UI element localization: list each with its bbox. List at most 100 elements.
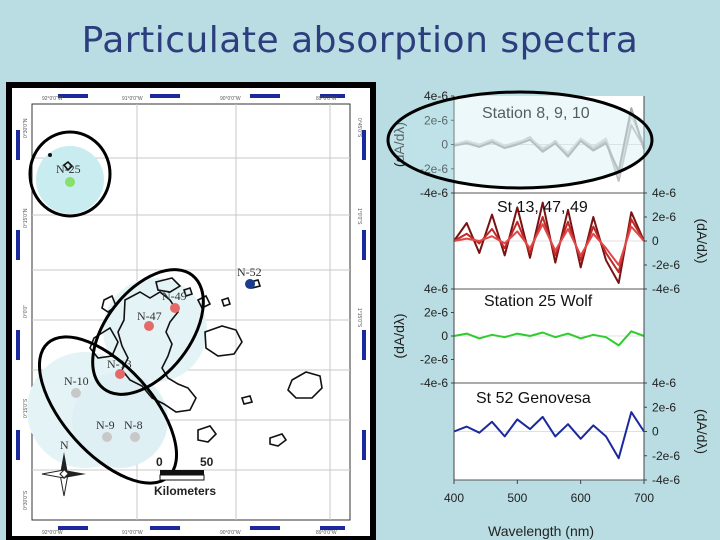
station-dot-n10 xyxy=(71,388,81,398)
map-border-bars xyxy=(16,94,366,530)
lat-label: 1°15'0"S xyxy=(356,308,362,328)
x-ticks: 400 500 600 700 xyxy=(444,480,654,505)
y-tick-label: -4e-6 xyxy=(652,282,680,296)
spectrum-line xyxy=(453,201,645,284)
floreana-island xyxy=(197,425,218,443)
station-dot-n52 xyxy=(245,279,255,289)
spectrum-line xyxy=(453,411,645,460)
lat-label: 0°30'0"S xyxy=(23,490,29,510)
ellipse-central xyxy=(91,268,205,396)
lon-label-top: 91°0'0"W xyxy=(122,96,143,102)
station-dot-n8 xyxy=(130,432,140,442)
station-label: N-8 xyxy=(124,418,143,432)
panel-title: St 13, 47, 49 xyxy=(497,199,588,216)
ellipse-wolf xyxy=(28,130,112,218)
y-tick-label: -2e-6 xyxy=(420,162,448,176)
slide-title: Particulate absorption spectra xyxy=(81,20,639,61)
station-label: N-25 xyxy=(56,162,81,176)
y-tick-label: 4e-6 xyxy=(652,186,676,200)
station-label: N-13 xyxy=(107,357,132,371)
station-dots xyxy=(65,177,255,442)
lat-label: 1°0'0"S xyxy=(356,208,362,225)
y-tick-label: 0 xyxy=(441,138,448,152)
scale-fifty: 50 xyxy=(200,455,214,469)
wolf-island xyxy=(62,160,74,172)
north-arrow-icon: N xyxy=(41,438,86,497)
spectrum-line xyxy=(453,107,645,173)
y-tick-label: 0 xyxy=(652,234,659,248)
lat-label: 0°45'0"S xyxy=(356,118,362,138)
spectra-panel: 4e-62e-60-2e-6-4e-6(dA/dλ)Station 8, 9, … xyxy=(391,89,645,200)
panel-title: St 52 Genovesa xyxy=(476,390,591,407)
y-tick-label: -2e-6 xyxy=(652,449,680,463)
spectra-panel: 4e-6 2e-6 0 -2e-6 -4e-6 (dA/dλ) St 13, 47, 49 xyxy=(453,186,710,296)
lon-label-bottom: 92°0'0"W xyxy=(42,530,63,536)
lon-label-top: 89°0'0"W xyxy=(316,96,337,102)
x-axis-label: Wavelength (nm) xyxy=(488,523,594,539)
darwin-island xyxy=(48,153,52,157)
map: 92°0'0"W 91°0'0"W 90°0'0"W 89°0'0"W 92°0… xyxy=(6,82,376,540)
station-label: N-47 xyxy=(137,309,162,323)
y-tick-label: 4e-6 xyxy=(424,89,448,103)
spectra-panel: 4e-6 2e-6 0 -2e-6 -4e-6 (dA/dλ) St 52 Genovesa xyxy=(453,376,710,487)
espanola-island xyxy=(269,433,288,447)
spectra-panels: 4e-6 2e-6 0 -2e-6 -4e-6 (dA/dλ) Station 8, 9, … xyxy=(391,89,710,487)
x-tick-label: 700 xyxy=(634,491,654,505)
y-tick-label: 2e-6 xyxy=(424,113,448,127)
y-tick-label: 4e-6 xyxy=(424,282,448,296)
ellipse-top-panel xyxy=(386,90,654,190)
north-label: N xyxy=(60,438,69,452)
lat-label: 0°30'0"N xyxy=(23,118,29,138)
y-tick-label: 4e-6 xyxy=(652,376,676,390)
islands xyxy=(62,160,323,447)
spectrum-line xyxy=(453,330,645,347)
x-tick-label: 600 xyxy=(571,491,591,505)
scale-zero: 0 xyxy=(156,455,163,469)
station-label: N-10 xyxy=(64,374,89,388)
station-dot-n47 xyxy=(144,321,154,331)
panel-title: Station 25 Wolf xyxy=(484,293,593,310)
station-label: N-52 xyxy=(237,265,262,279)
panel-title: Station 8, 9, 10 xyxy=(482,105,590,122)
y-tick-label: 0 xyxy=(652,425,659,439)
y-tick-label: 2e-6 xyxy=(652,400,676,414)
lon-label-top: 90°0'0"W xyxy=(220,96,241,102)
y-axis-label: (dA/dλ) xyxy=(694,218,710,263)
spectra-panel: 4e-6 2e-6 0 -2e-6 -4e-6 (dA/dλ) Station 25 Wol… xyxy=(391,282,645,390)
y-tick-label: 2e-6 xyxy=(424,306,448,320)
y-tick-label: -4e-6 xyxy=(420,186,448,200)
spectrum-line xyxy=(453,223,645,266)
y-tick-label: -4e-6 xyxy=(420,376,448,390)
station-dot-n9 xyxy=(102,432,112,442)
lon-label-bottom: 90°0'0"W xyxy=(220,530,241,536)
lat-label: 0°15'0"S xyxy=(23,398,29,418)
lon-label-bottom: 91°0'0"W xyxy=(122,530,143,536)
santiago-island xyxy=(155,277,182,293)
lat-label: 0°15'0"N xyxy=(23,208,29,228)
y-tick-label: -2e-6 xyxy=(652,258,680,272)
scale-bar: 0 50 Kilometers xyxy=(154,455,216,498)
lon-label-bottom: 89°0'0"W xyxy=(316,530,337,536)
y-tick-label: -4e-6 xyxy=(652,473,680,487)
y-axis-label: (dA/dλ) xyxy=(391,313,407,358)
lon-label-top: 92°0'0"W xyxy=(42,96,63,102)
y-tick-label: 2e-6 xyxy=(652,210,676,224)
station-label: N-9 xyxy=(96,418,115,432)
station-dot-n13 xyxy=(115,369,125,379)
santa-cruz-island xyxy=(204,325,243,357)
x-tick-label: 400 xyxy=(444,491,464,505)
y-tick-label: 0 xyxy=(441,329,448,343)
small-island xyxy=(220,296,232,308)
x-tick-label: 500 xyxy=(507,491,527,505)
scale-unit: Kilometers xyxy=(154,484,216,498)
san-cristobal-island xyxy=(287,371,323,399)
spectra-chart: 4e-6 2e-6 0 -2e-6 -4e-6 (dA/dλ) Station 8, 9, … xyxy=(386,89,710,539)
station-dot-n49 xyxy=(170,303,180,313)
lat-label: 0°0'0" xyxy=(23,305,29,318)
small-island xyxy=(182,286,194,298)
y-axis-label: (dA/dλ) xyxy=(694,409,710,454)
small-island xyxy=(240,395,254,405)
station-dot-n25 xyxy=(65,177,75,187)
station-label: N-49 xyxy=(162,289,187,303)
